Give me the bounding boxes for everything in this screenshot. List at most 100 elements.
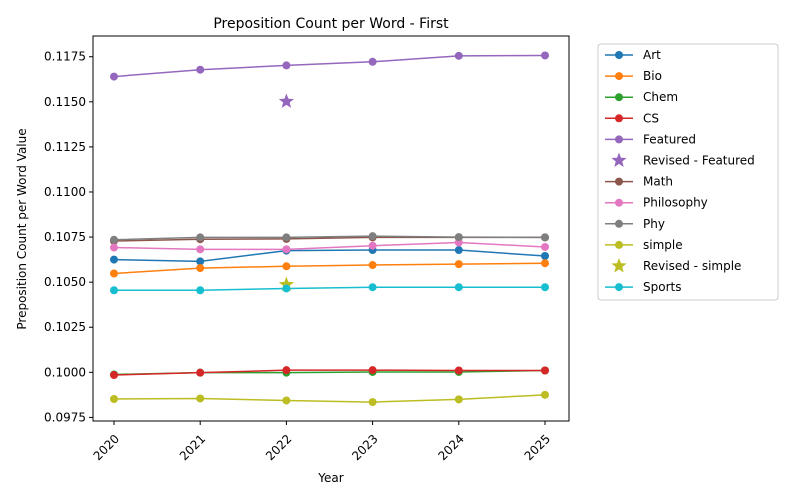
data-point (368, 241, 377, 250)
data-point (541, 390, 549, 399)
data-point-star (278, 276, 295, 292)
data-point (368, 283, 377, 292)
data-point (282, 396, 291, 405)
legend: Art Bio Chem CS Featured Revised - Featured Ma… (597, 43, 779, 301)
data-point (541, 252, 549, 260)
legend-item-phy: Phy (605, 217, 665, 231)
data-point (454, 395, 463, 404)
data-point (454, 51, 463, 60)
data-point (454, 283, 463, 292)
series-revised-featured (278, 93, 295, 108)
legend-label: Phy (643, 217, 665, 231)
data-point (196, 245, 205, 254)
legend-label: Chem (643, 90, 678, 104)
y-tick-label: 0.1100 (44, 185, 86, 199)
y-tick-label: 0.1000 (44, 365, 86, 379)
data-point (196, 257, 205, 266)
legend-item-chem: Chem (605, 90, 678, 104)
legend-box (597, 43, 779, 301)
legend-item-featured: Featured (605, 132, 696, 146)
legend-item-art: Art (605, 48, 661, 62)
series-line (113, 241, 546, 251)
legend-item-bio: Bio (605, 69, 662, 83)
legend-item-revised-simple: Revised - simple (611, 258, 741, 273)
data-point (196, 394, 205, 403)
legend-marker (615, 240, 623, 249)
series-line (113, 369, 545, 376)
data-point (196, 368, 205, 377)
series-bio (110, 259, 549, 278)
data-point (541, 366, 549, 375)
data-point (110, 395, 118, 403)
legend-label: Philosophy (643, 196, 708, 210)
chart-title: Preposition Count per Word - First (213, 16, 449, 32)
y-tick-label: 0.1125 (44, 140, 86, 154)
legend-item-math: Math (605, 175, 673, 189)
series-line (113, 54, 546, 78)
series-cs (110, 366, 549, 380)
x-axis-title: Year (317, 471, 343, 485)
x-tick-label: 2022 (263, 432, 294, 463)
legend-label: CS (643, 111, 659, 125)
legend-marker (615, 72, 623, 81)
legend-marker (611, 258, 627, 273)
legend-marker (615, 198, 623, 207)
series-line (114, 286, 545, 292)
data-point (282, 233, 291, 242)
data-point (541, 51, 549, 60)
legend-marker (615, 114, 623, 123)
x-tick-label: 2023 (349, 432, 380, 463)
legend-item-cs: CS (605, 111, 659, 125)
series-simple (110, 390, 549, 407)
legend-label: Math (643, 175, 673, 189)
legend-item-sports: Sports (605, 280, 681, 294)
legend-label: Art (643, 48, 661, 62)
data-point (454, 233, 463, 242)
legend-marker (615, 283, 623, 292)
series-sports (110, 283, 549, 295)
data-point (282, 245, 291, 254)
y-tick-label: 0.1075 (44, 230, 86, 244)
series-line (113, 394, 546, 403)
x-axis: 2020 2021 2022 2023 2024 2025 (91, 421, 553, 463)
legend-marker (615, 219, 623, 228)
y-axis-title: Preposition Count per Word Value (15, 128, 29, 329)
legend-item-philosophy: Philosophy (605, 196, 708, 210)
data-point (368, 57, 377, 66)
data-point (541, 242, 549, 251)
data-point (368, 261, 377, 270)
legend-marker (615, 177, 623, 186)
data-point (110, 72, 118, 81)
legend-label: Bio (643, 69, 662, 83)
data-point (196, 65, 205, 74)
series-line (113, 235, 546, 241)
data-point (541, 283, 549, 292)
legend-marker (615, 51, 623, 59)
plot-area (110, 51, 549, 407)
data-point (110, 371, 118, 380)
series-philosophy (110, 238, 549, 254)
x-tick-label: 2020 (91, 432, 122, 463)
legend-marker (615, 135, 623, 144)
x-tick-label: 2021 (177, 432, 208, 463)
legend-label: Revised - Featured (643, 154, 755, 168)
data-point (541, 259, 549, 268)
data-point (110, 286, 118, 295)
data-point-star (278, 93, 295, 108)
data-point (368, 232, 377, 241)
series-featured (110, 51, 549, 81)
legend-label: simple (643, 238, 683, 252)
data-point (454, 366, 463, 375)
data-point (110, 243, 118, 252)
data-point (110, 255, 118, 264)
legend-label: Revised - simple (643, 259, 741, 273)
data-point (368, 366, 377, 375)
data-point (282, 284, 291, 293)
data-point (282, 61, 291, 70)
data-point (110, 269, 118, 278)
data-point (196, 264, 205, 273)
legend-label: Featured (643, 132, 696, 146)
y-axis: 0.0975 0.1000 0.1025 0.1050 0.1075 0.1100 0.11… (44, 50, 93, 424)
legend-item-simple: simple (605, 238, 683, 252)
y-tick-label: 0.1175 (44, 50, 86, 64)
